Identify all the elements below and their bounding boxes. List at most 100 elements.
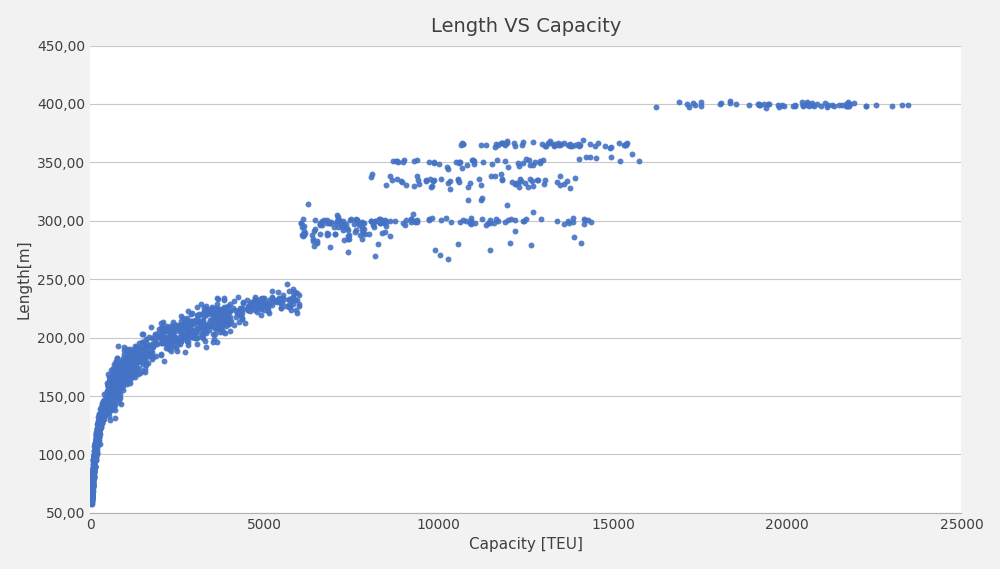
Point [256, 301, 272, 310]
Point [162, 341, 178, 351]
Point [107, 405, 123, 414]
Point [88, 443, 104, 452]
Point [86, 467, 102, 476]
Point [480, 218, 496, 228]
Point [89, 435, 105, 444]
Point [184, 326, 200, 335]
Point [95, 403, 111, 413]
Point [100, 396, 116, 405]
Point [270, 295, 286, 304]
Point [403, 215, 419, 224]
Point [109, 378, 125, 387]
Point [86, 460, 102, 469]
Point [247, 292, 263, 301]
Point [273, 304, 289, 313]
Point [87, 449, 103, 458]
Point [203, 310, 219, 319]
Point [499, 139, 515, 148]
Point [126, 366, 142, 376]
Point [201, 319, 217, 328]
Point [93, 418, 109, 427]
Point [100, 395, 116, 404]
Point [127, 368, 143, 377]
Point [96, 408, 112, 417]
Point [121, 360, 137, 369]
Point [433, 174, 449, 183]
Point [364, 170, 380, 179]
Point [195, 324, 211, 333]
Point [94, 410, 110, 419]
Point [295, 215, 311, 224]
Point [101, 387, 117, 396]
Point [443, 217, 459, 226]
Point [884, 102, 900, 111]
Point [177, 331, 193, 340]
Point [393, 176, 409, 185]
Point [105, 401, 121, 410]
Point [107, 376, 123, 385]
Point [96, 390, 112, 399]
Point [98, 399, 114, 408]
Point [86, 455, 102, 464]
Point [116, 366, 132, 376]
Point [269, 297, 285, 306]
Point [368, 216, 384, 225]
Point [119, 367, 135, 376]
Point [127, 372, 143, 381]
Point [193, 330, 209, 339]
Point [191, 310, 207, 319]
Point [93, 420, 109, 429]
Point [409, 155, 425, 164]
Point [175, 322, 191, 331]
Point [101, 387, 117, 396]
Point [418, 177, 434, 186]
Point [182, 325, 198, 334]
Point [106, 388, 122, 397]
Point [136, 343, 152, 352]
Point [105, 376, 121, 385]
Point [117, 356, 133, 365]
Point [122, 352, 138, 361]
Point [88, 434, 104, 443]
Point [87, 451, 103, 460]
Point [101, 399, 117, 408]
Point [363, 217, 379, 226]
Point [106, 360, 122, 369]
Point [809, 100, 825, 109]
Point [101, 391, 117, 401]
Point [406, 216, 422, 225]
Point [108, 378, 124, 387]
Point [126, 354, 142, 363]
Point [123, 358, 139, 368]
Point [186, 327, 202, 336]
Point [111, 392, 127, 401]
Point [192, 321, 208, 330]
Point [523, 241, 539, 250]
Point [87, 441, 103, 450]
Point [110, 380, 126, 389]
Point [105, 402, 121, 411]
Point [105, 370, 121, 380]
Point [250, 298, 266, 307]
Point [221, 318, 237, 327]
Point [84, 489, 100, 498]
Point [220, 302, 236, 311]
Point [92, 405, 108, 414]
Point [452, 158, 468, 167]
Point [84, 490, 100, 499]
Point [103, 390, 119, 399]
Point [107, 378, 123, 387]
Point [801, 101, 817, 110]
Point [232, 304, 248, 313]
Point [233, 307, 249, 316]
Point [103, 384, 119, 393]
Point [195, 328, 211, 337]
Point [156, 338, 172, 347]
Point [171, 323, 187, 332]
Point [186, 329, 202, 339]
Point [94, 409, 110, 418]
Point [105, 386, 121, 395]
Point [84, 472, 100, 481]
Point [105, 387, 121, 396]
Point [552, 171, 568, 180]
